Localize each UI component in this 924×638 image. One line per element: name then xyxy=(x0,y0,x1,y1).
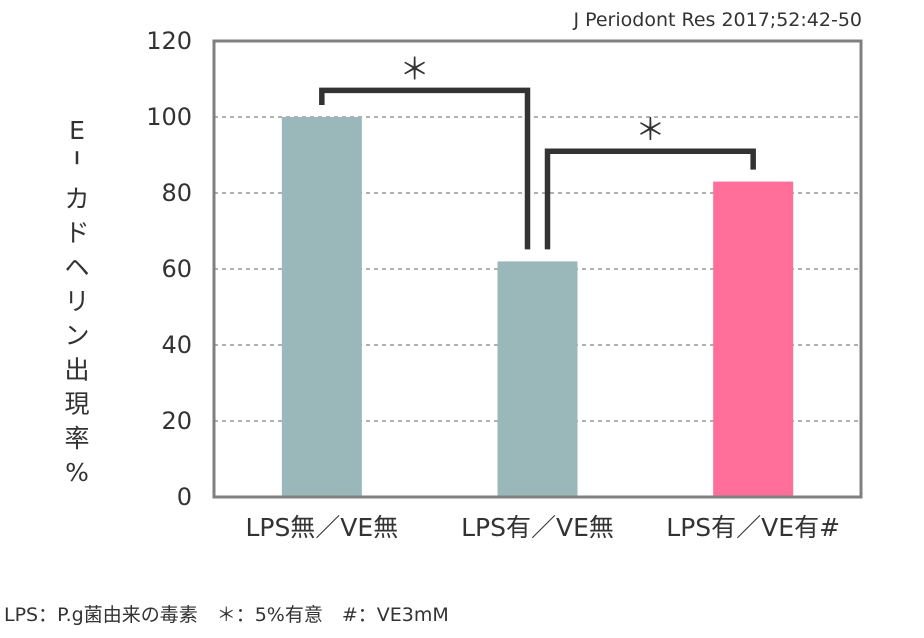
y-label-char: ヘ xyxy=(64,253,89,282)
y-tick-label: 0 xyxy=(177,483,192,511)
x-category-label: LPS無／VE無 xyxy=(245,513,398,542)
y-axis-ticks: 0 20 40 60 80 100 120 xyxy=(146,27,192,511)
footnote: LPS：P.g菌由来の毒素 ＊：5%有意 #：VE3mM xyxy=(4,604,449,626)
significance-bracket xyxy=(319,87,531,250)
y-label-char: E xyxy=(69,116,85,145)
y-label-char: リ xyxy=(64,287,89,316)
bar-3 xyxy=(713,181,794,497)
bar-1 xyxy=(281,117,362,497)
plot-frame xyxy=(212,39,863,499)
y-tick-label: 100 xyxy=(146,103,192,131)
y-tick-label: 40 xyxy=(161,331,192,359)
y-tick-label: 60 xyxy=(161,255,192,283)
x-category-label: LPS有／VE有# xyxy=(666,513,840,542)
bar-2 xyxy=(497,261,578,497)
bars xyxy=(281,117,794,497)
y-label-char: カ xyxy=(64,184,89,213)
significance-mark: ＊ xyxy=(635,113,665,148)
y-label-char: 出 xyxy=(64,355,89,384)
y-label-char: ド xyxy=(64,219,89,248)
x-category-label: LPS有／VE無 xyxy=(461,513,614,542)
y-tick-label: 20 xyxy=(161,407,192,435)
significance-brackets: ＊＊ xyxy=(319,52,756,250)
y-label-char: 率 xyxy=(64,424,89,453)
y-label-char: ン xyxy=(64,321,89,350)
y-tick-label: 120 xyxy=(146,27,192,55)
y-tick-label: 80 xyxy=(161,179,192,207)
significance-bracket xyxy=(544,148,756,250)
y-label-char: 現 xyxy=(64,390,89,419)
citation: J Periodont Res 2017;52:42-50 xyxy=(572,9,862,31)
y-label-char: % xyxy=(65,458,89,487)
significance-mark: ＊ xyxy=(400,52,430,87)
x-axis-categories: LPS無／VE無 LPS有／VE無 LPS有／VE有# xyxy=(245,513,840,542)
